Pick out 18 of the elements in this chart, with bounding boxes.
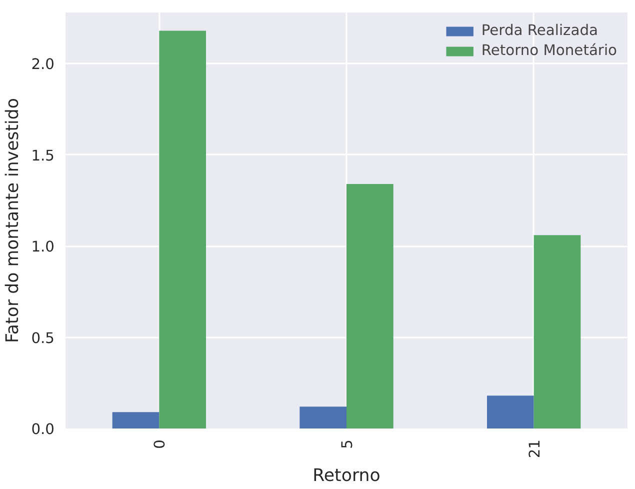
bar xyxy=(487,396,534,428)
bar xyxy=(112,412,160,428)
y-tick-label: 2.0 xyxy=(31,56,55,74)
y-tick-label: 0.0 xyxy=(31,421,55,438)
x-axis-title: Retorno xyxy=(312,466,380,486)
bar xyxy=(534,235,581,428)
bar xyxy=(300,406,346,428)
x-tick-label: 21 xyxy=(526,439,544,458)
x-tick-label: 0 xyxy=(152,439,169,449)
legend-label: Retorno Monetário xyxy=(481,42,617,59)
y-axis-title: Fator do montante investido xyxy=(3,98,24,343)
x-tick-label: 5 xyxy=(339,439,356,449)
y-tick-label: 0.5 xyxy=(31,330,55,347)
bar xyxy=(346,184,394,428)
y-tick-label: 1.5 xyxy=(31,147,55,164)
bar xyxy=(159,30,206,428)
legend-label: Perda Realizada xyxy=(481,22,598,39)
y-tick-label: 1.0 xyxy=(31,238,55,256)
